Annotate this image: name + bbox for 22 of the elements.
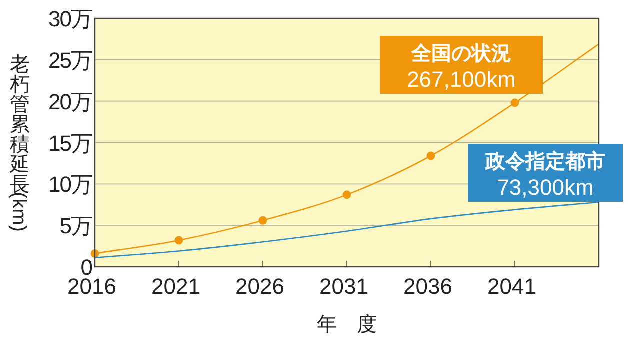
x-tick-label: 2031 [320,274,368,299]
x-tick-label: 2021 [152,274,200,299]
annotation: 73,300km [497,175,594,200]
point [510,98,520,108]
x-tick-label: 2041 [488,274,536,299]
annotation: 267,100km [407,67,516,92]
y-tick-label: 5万 [60,214,93,239]
x-tick-label: 2026 [236,274,284,299]
point [258,216,268,225]
y-tick-label: 30万 [48,6,93,32]
y-tick-label: 25万 [48,48,93,73]
y-tick-label: 20万 [48,89,93,114]
series-label: 政令指定都市 [484,150,606,173]
point [426,152,436,160]
series-label: 全国の状況 [410,43,512,65]
x-axis-title: 年 度 [317,314,377,336]
y-tick-label: 10万 [48,172,93,198]
y-tick-label: 15万 [48,130,93,156]
x-tick-label: 2036 [404,274,452,299]
point [342,190,352,200]
y-axis-title: 老朽管累積延長(km) [8,54,30,232]
point [174,236,184,245]
